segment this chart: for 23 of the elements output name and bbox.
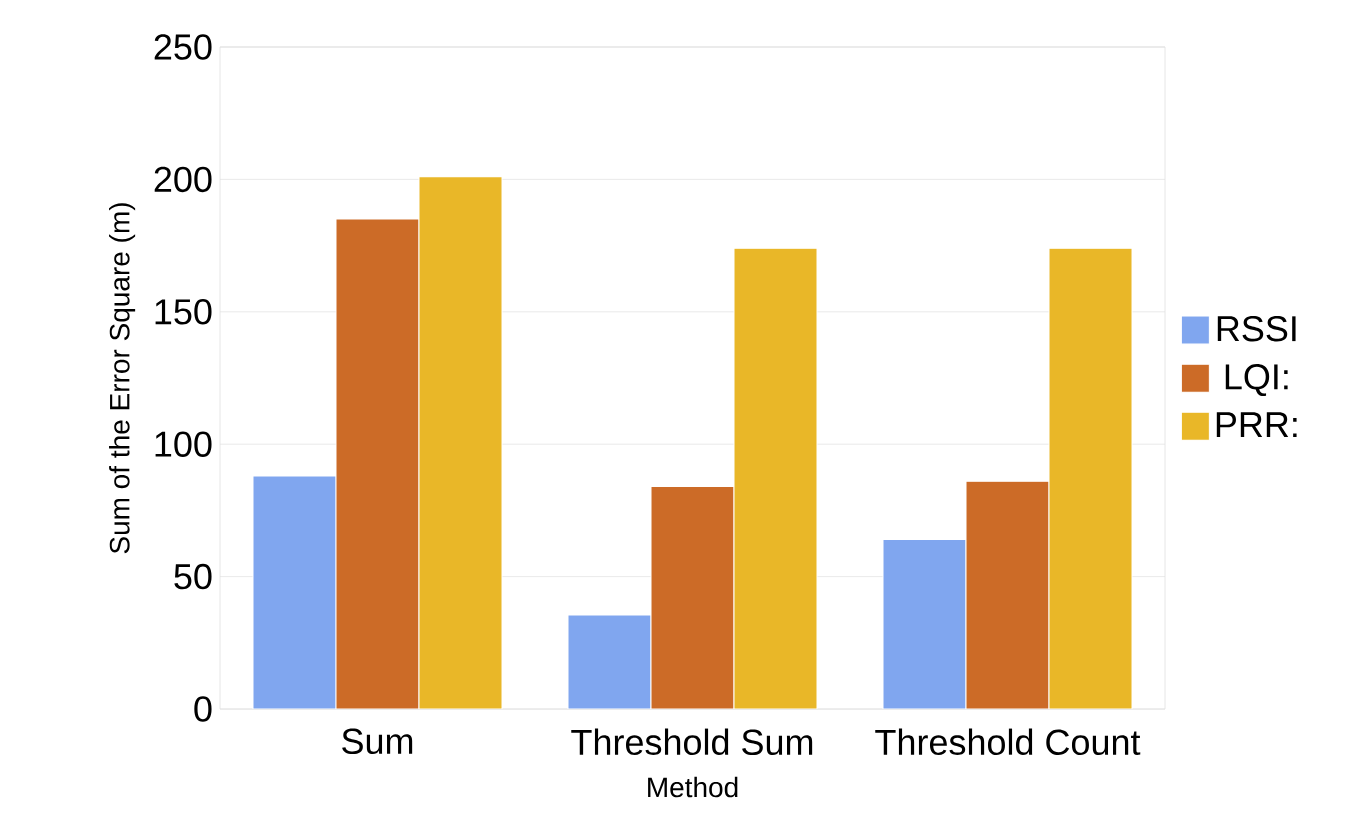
bar: [965, 480, 1050, 709]
x-tick-label: Threshold Sum: [571, 728, 813, 756]
y-axis-title: Sum of the Error Square (m): [109, 203, 136, 554]
y-tick-label: 50: [174, 563, 212, 590]
x-tick-label: Threshold Count: [875, 728, 1141, 756]
y-tick-label: 0: [194, 696, 212, 722]
bar: [419, 176, 503, 709]
bar: [1048, 247, 1133, 709]
y-tick-label: 150: [155, 299, 212, 325]
bar: [651, 486, 735, 709]
bar: [568, 614, 652, 709]
bar: [882, 539, 967, 709]
bar: [336, 219, 419, 709]
y-tick-label: 250: [154, 34, 212, 60]
y-tick-label: 100: [155, 431, 212, 457]
bar: [734, 248, 818, 709]
legend-label: PRR:: [1216, 412, 1297, 438]
legend-label: RSSI: [1217, 315, 1296, 342]
y-tick-label: 200: [154, 166, 212, 193]
legend-label: LQI:: [1225, 364, 1288, 397]
x-tick-label: Sum: [342, 728, 413, 755]
x-axis-title: Method: [648, 776, 738, 798]
bar: [253, 475, 337, 709]
